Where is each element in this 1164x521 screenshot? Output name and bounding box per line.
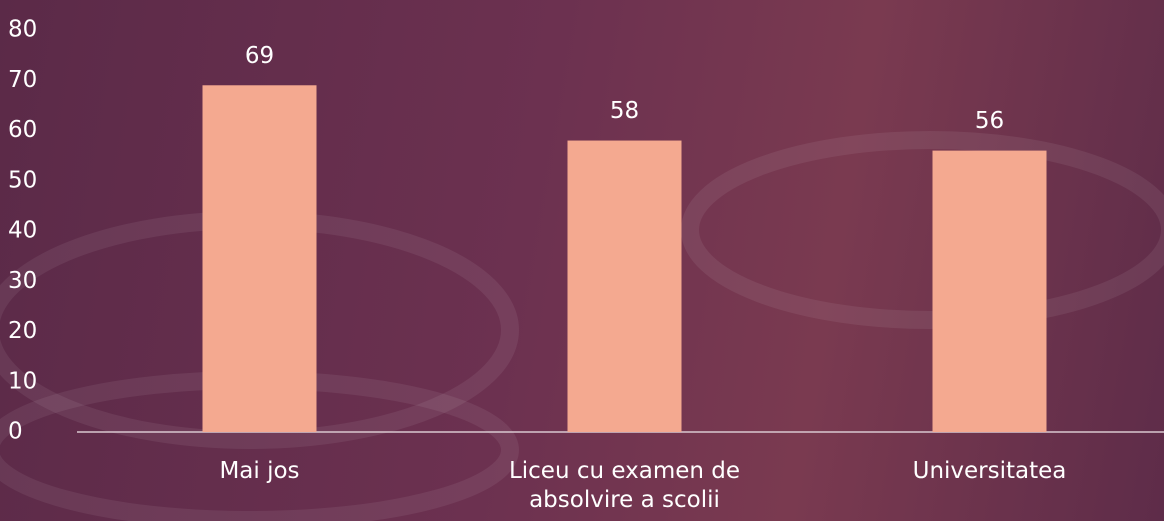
y-tick-label: 50 [8,167,37,193]
bar [568,141,682,432]
y-tick-label: 60 [8,117,37,143]
data-label: 56 [975,108,1004,134]
y-tick-label: 10 [8,368,37,394]
bar [203,85,317,432]
chart-page: 0 10 20 30 40 50 60 70 80 69 58 56 Mai jos Liceu cu … [0,0,1164,521]
y-tick-label: 0 [8,419,23,445]
y-tick-label: 40 [8,218,37,244]
x-tick-label: Universitatea [830,457,1150,486]
bar [933,151,1047,432]
y-tick-label: 20 [8,318,37,344]
data-label: 58 [610,98,639,124]
x-tick-label: Mai jos [100,457,420,486]
y-tick-label: 70 [8,67,37,93]
x-tick-label: Liceu cu examen de absolvire a scolii [465,457,785,515]
data-label: 69 [245,43,274,69]
chart: 0 10 20 30 40 50 60 70 80 69 58 56 [0,0,1164,521]
y-tick-label: 80 [8,17,37,43]
y-tick-label: 30 [8,268,37,294]
